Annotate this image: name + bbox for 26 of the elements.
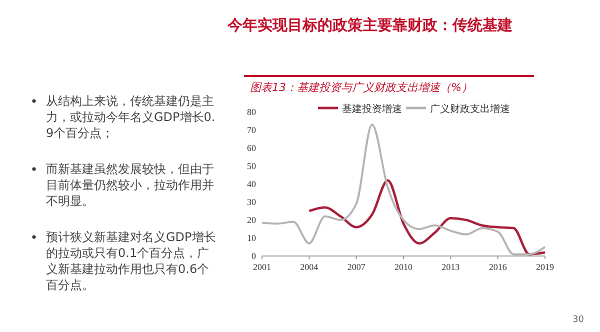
y-tick-label: 20	[247, 215, 256, 225]
y-tick-label: 60	[247, 143, 256, 153]
y-tick-label: 50	[247, 161, 256, 171]
y-tick-label: 10	[247, 233, 256, 243]
line-series	[261, 124, 546, 256]
x-tick-label: 2019	[536, 262, 554, 272]
text: 预计狭义新基建对名义GDP增长的拉动或只有0.1个百分点，广义新基建拉动作用也只有0.6个百分点。	[46, 230, 216, 292]
legend-label: 基建投资增速	[342, 103, 402, 115]
text: 从结构上来说，传统基建仍是主力，或拉动今年名义GDP增长0.9个百分点；	[46, 94, 216, 140]
x-tick-label: 2013	[442, 262, 460, 272]
y-tick-label: 80	[247, 107, 256, 117]
y-tick-label: 30	[247, 197, 256, 207]
y-tick-label: 0	[252, 251, 256, 261]
line-series	[308, 179, 546, 256]
text: 30	[572, 315, 584, 325]
x-tick-label: 2001	[253, 262, 271, 272]
chart-subtitle: 图表13：基建投资与广义财政支出增速（%）	[250, 81, 472, 94]
y-tick-label: 70	[247, 125, 256, 135]
x-tick-label: 2007	[347, 262, 366, 272]
y-tick-label: 40	[247, 179, 256, 189]
text: 而新基建虽然发展较快，但由于目前体量仍然较小，拉动作用并不明显。	[46, 162, 214, 208]
x-tick-label: 2004	[300, 262, 319, 272]
legend-label: 广义财政支出增速	[430, 103, 510, 115]
x-tick-label: 2016	[488, 262, 508, 272]
chart-title: 今年实现目标的政策主要靠财政：传统基建	[226, 16, 512, 34]
x-tick-label: 2010	[394, 262, 413, 272]
